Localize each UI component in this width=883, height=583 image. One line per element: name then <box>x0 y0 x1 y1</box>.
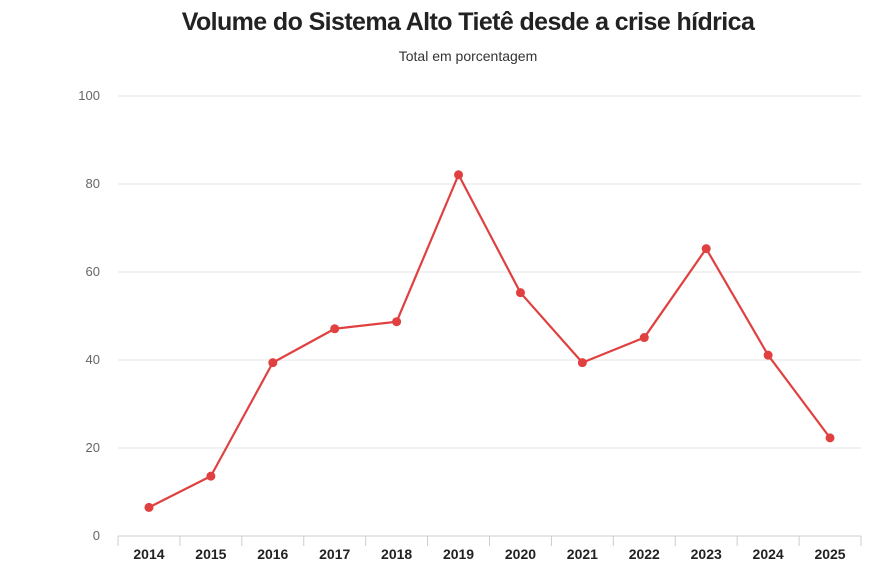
x-tick-label: 2025 <box>814 546 845 562</box>
data-point-2023[interactable] <box>701 244 711 254</box>
y-tick-label: 80 <box>86 176 100 191</box>
x-tick-label: 2021 <box>567 546 598 562</box>
x-tick-label: 2020 <box>505 546 536 562</box>
data-point-2018[interactable] <box>392 317 402 327</box>
chart-title: Volume do Sistema Alto Tietê desde a cri… <box>181 8 755 36</box>
x-tick-label: 2015 <box>195 546 226 562</box>
chart-subtitle: Total em porcentagem <box>398 48 538 64</box>
x-tick-label: 2024 <box>753 546 784 562</box>
data-point-2024[interactable] <box>763 350 773 360</box>
data-point-2022[interactable] <box>639 333 649 343</box>
y-tick-label: 40 <box>86 352 100 367</box>
y-tick-label: 60 <box>86 264 100 279</box>
data-point-2017[interactable] <box>330 324 340 334</box>
data-point-2016[interactable] <box>268 358 278 368</box>
data-point-2015[interactable] <box>206 471 216 481</box>
series-line <box>148 173 831 509</box>
x-tick-label: 2019 <box>443 546 474 562</box>
y-tick-label: 100 <box>78 88 100 103</box>
y-axis-ticks: 0 20 40 60 80 100 <box>78 88 100 543</box>
y-tick-label: 0 <box>93 528 100 543</box>
series-layer <box>144 170 835 512</box>
x-axis: 2014 2015 2016 2017 2018 2019 2020 2021 2022 2023… <box>117 535 862 562</box>
x-tick-label: 2017 <box>319 546 350 562</box>
data-point-2025[interactable] <box>825 433 835 443</box>
data-point-2019[interactable] <box>454 170 464 180</box>
data-point-2020[interactable] <box>515 288 525 298</box>
gridlines <box>118 95 861 449</box>
x-tick-label: 2014 <box>133 546 164 562</box>
x-tick-label: 2016 <box>257 546 288 562</box>
x-tick-label: 2023 <box>691 546 722 562</box>
x-tick-label: 2022 <box>629 546 660 562</box>
y-tick-label: 20 <box>86 440 100 455</box>
x-tick-label: 2018 <box>381 546 412 562</box>
data-point-2021[interactable] <box>577 358 587 368</box>
data-point-2014[interactable] <box>144 502 154 512</box>
